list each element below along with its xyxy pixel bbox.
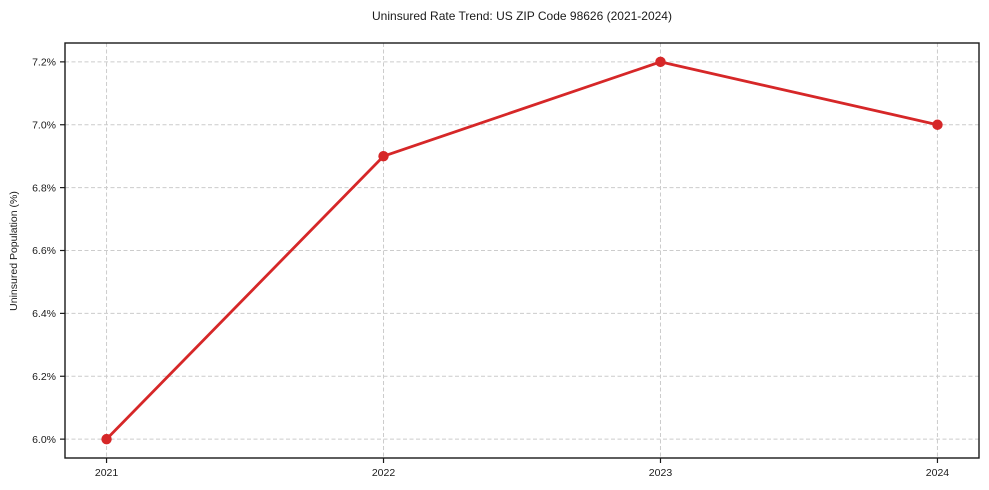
data-point-marker bbox=[655, 56, 666, 68]
trend-line bbox=[105, 60, 939, 441]
data-point-marker bbox=[378, 150, 389, 162]
y-tick-label: 6.2% bbox=[32, 371, 56, 383]
y-tick-label: 6.0% bbox=[32, 434, 56, 446]
axes-layer: 6.0% 6.2% 6.4% 6.6% 6.8% 7.0% 7.2% 2021 2022 2023… bbox=[32, 42, 980, 479]
x-tick-label: 2024 bbox=[926, 467, 950, 479]
x-tick-label: 2021 bbox=[95, 467, 119, 479]
y-tick-label: 7.2% bbox=[32, 57, 56, 69]
y-tick-label: 6.8% bbox=[32, 182, 56, 194]
data-point-marker bbox=[932, 119, 943, 130]
grid-layer bbox=[65, 43, 979, 458]
y-tick-label: 7.0% bbox=[32, 119, 56, 131]
chart-title: Uninsured Rate Trend: US ZIP Code 98626 … bbox=[372, 9, 672, 23]
y-tick-label: 6.4% bbox=[32, 308, 56, 320]
data-point-marker bbox=[101, 433, 112, 445]
series-layer bbox=[101, 56, 943, 445]
x-tick-label: 2023 bbox=[649, 467, 673, 479]
x-tick-label: 2022 bbox=[372, 467, 396, 479]
y-tick-label: 6.6% bbox=[32, 245, 56, 257]
